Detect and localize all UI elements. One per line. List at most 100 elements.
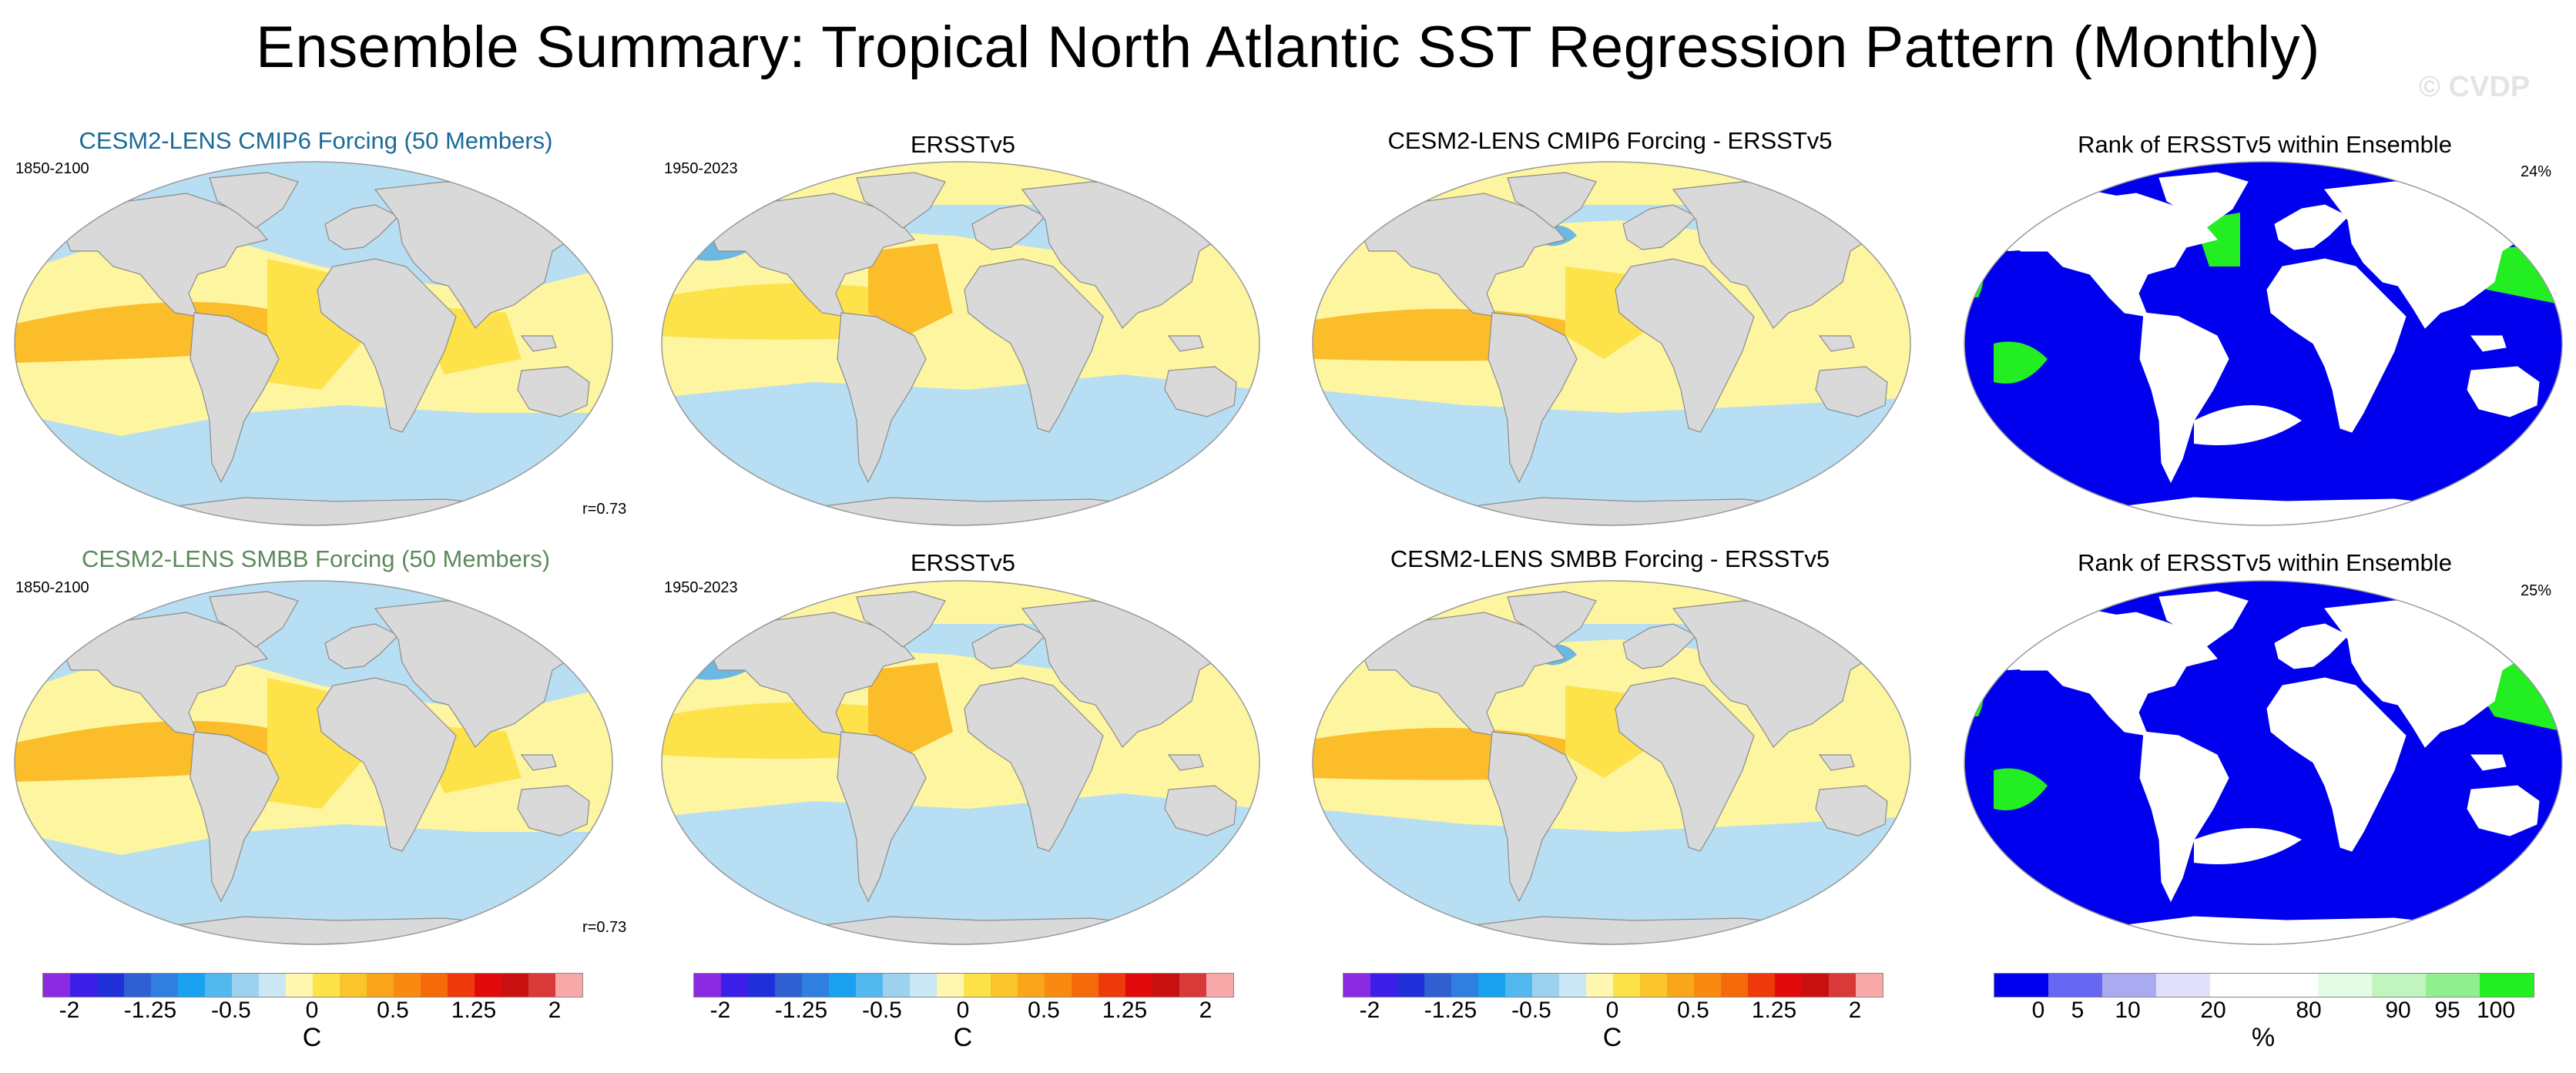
tick-label: 1.25	[451, 998, 497, 1023]
colorbar-swatch	[1045, 974, 1072, 997]
colorbar-swatch	[1478, 974, 1505, 997]
colorbar-swatch	[1451, 974, 1478, 997]
colorbar-swatch	[775, 974, 802, 997]
colorbar-swatch	[2102, 974, 2156, 997]
colorbar-swatch	[721, 974, 748, 997]
colorbar-swatch	[937, 974, 964, 997]
tick-label: 1.25	[1751, 998, 1797, 1023]
tick-label: 90	[2385, 998, 2411, 1023]
model-period-row2: 1850-2100	[15, 579, 89, 596]
model-sst-map-row1	[14, 161, 613, 526]
colorbar-swatch	[883, 974, 910, 997]
tick-label: -2	[59, 998, 80, 1023]
colorbar-swatch	[2318, 974, 2372, 997]
colorbar-swatch	[1640, 974, 1667, 997]
colorbar-swatch	[340, 974, 367, 997]
colorbar-swatch	[1721, 974, 1748, 997]
colorbar-swatch	[856, 974, 883, 997]
rank-map-row1	[1964, 161, 2563, 526]
colorbar-swatch	[1370, 974, 1397, 997]
tick-label: -0.5	[211, 998, 251, 1023]
diff-title-row1: CESM2-LENS CMIP6 Forcing - ERSSTv5	[1387, 127, 1833, 154]
tick-label: -2	[709, 998, 731, 1023]
colorbar-swatch	[421, 974, 448, 997]
colorbar-swatch	[1856, 974, 1883, 997]
pattern-correlation-row1: r=0.73	[582, 501, 627, 518]
tick-label: 2	[1848, 998, 1862, 1023]
obs-title-row2: ERSSTv5	[910, 549, 1016, 576]
colorbar-swatch	[2048, 974, 2102, 997]
colorbar-swatch	[2156, 974, 2210, 997]
colorbar-swatch	[910, 974, 937, 997]
colorbar-swatch	[1613, 974, 1640, 997]
colorbar-swatch	[178, 974, 205, 997]
sst-colorbar-3	[1343, 973, 1883, 998]
colorbar-swatch	[748, 974, 775, 997]
colorbar-swatch	[1179, 974, 1206, 997]
sst-colorbar-2	[693, 973, 1234, 998]
tick-label: 100	[2476, 998, 2516, 1023]
colorbar-swatch	[1559, 974, 1586, 997]
colorbar-swatch	[124, 974, 151, 997]
tick-label: 10	[2115, 998, 2141, 1023]
colorbar-swatch	[1532, 974, 1559, 997]
colorbar-swatch	[1802, 974, 1829, 997]
sst-colorbar-1	[42, 973, 583, 998]
tick-label: -2	[1359, 998, 1380, 1023]
colorbar-swatch	[43, 974, 70, 997]
cvdp-watermark: © CVDP	[2419, 71, 2531, 103]
tick-label: 95	[2434, 998, 2460, 1023]
colorbar-swatch	[802, 974, 829, 997]
tick-label: -0.5	[1511, 998, 1551, 1023]
colorbar-swatch	[1505, 974, 1532, 997]
colorbar-swatch	[1018, 974, 1045, 997]
colorbar-swatch	[1343, 974, 1370, 997]
tick-label: 0	[956, 998, 970, 1023]
colorbar-swatch	[964, 974, 991, 997]
colorbar-swatch	[555, 974, 582, 997]
tick-label: 1.25	[1102, 998, 1148, 1023]
colorbar-swatch	[1748, 974, 1775, 997]
colorbar-swatch	[501, 974, 528, 997]
model-title-row1: CESM2-LENS CMIP6 Forcing (50 Members)	[79, 127, 553, 154]
obs-period-row2: 1950-2023	[664, 579, 738, 596]
diff-sst-map-row2	[1312, 580, 1911, 945]
colorbar-swatch	[1152, 974, 1179, 997]
colorbar-swatch	[1667, 974, 1694, 997]
colorbar-swatch	[286, 974, 313, 997]
tick-label: 2	[1199, 998, 1213, 1023]
colorbar-unit: C	[953, 1023, 973, 1052]
colorbar-swatch	[1424, 974, 1451, 997]
colorbar-swatch	[259, 974, 286, 997]
tick-label: 0.5	[377, 998, 409, 1023]
tick-label: -1.25	[774, 998, 828, 1023]
obs-sst-map-row2	[661, 580, 1260, 945]
colorbar-swatch	[1775, 974, 1802, 997]
colorbar-swatch	[313, 974, 340, 997]
colorbar-unit: C	[302, 1023, 322, 1052]
figure-title: Ensemble Summary: Tropical North Atlanti…	[256, 15, 2320, 80]
colorbar-swatch	[694, 974, 721, 997]
colorbar-swatch	[205, 974, 232, 997]
colorbar-swatch	[2210, 974, 2264, 997]
colorbar-swatch	[829, 974, 856, 997]
colorbar-swatch	[2372, 974, 2426, 997]
colorbar-swatch	[1098, 974, 1125, 997]
colorbar-swatch	[2426, 974, 2480, 997]
tick-label: -0.5	[862, 998, 902, 1023]
tick-label: 0	[2031, 998, 2045, 1023]
colorbar-swatch	[1125, 974, 1152, 997]
tick-label: 0.5	[1677, 998, 1709, 1023]
colorbar-swatch	[1586, 974, 1613, 997]
rank-percent-row1: 24%	[2521, 163, 2552, 180]
colorbar-swatch	[475, 974, 501, 997]
rank-title-row1: Rank of ERSSTv5 within Ensemble	[2078, 131, 2452, 158]
colorbar-swatch	[1072, 974, 1098, 997]
model-period-row1: 1850-2100	[15, 160, 89, 177]
rank-percent-row2: 25%	[2521, 582, 2552, 599]
tick-label: 0	[305, 998, 319, 1023]
pattern-correlation-row2: r=0.73	[582, 919, 627, 936]
colorbar-swatch	[448, 974, 475, 997]
tick-label: 2	[548, 998, 562, 1023]
colorbar-unit: C	[1602, 1023, 1622, 1052]
